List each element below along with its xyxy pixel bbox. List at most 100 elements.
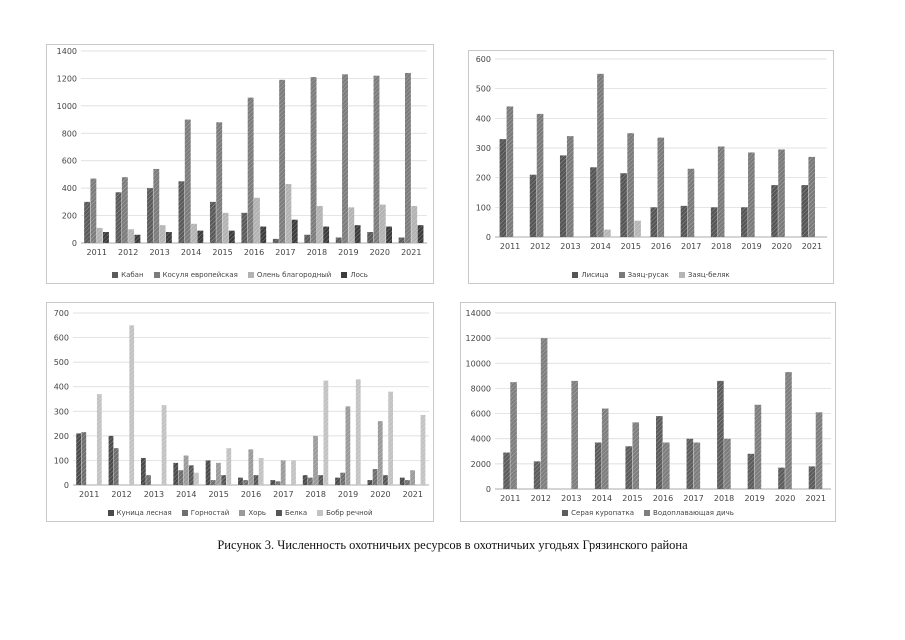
chart-birds: 0 2000 4000 6000 8000 10000 12000 14000 2011 2012…: [466, 309, 831, 503]
x-tick-label: 2017: [681, 242, 701, 251]
bar: [417, 225, 424, 243]
y-tick-label: 8000: [471, 384, 491, 393]
legend-label: Лисица: [581, 271, 609, 279]
bar: [372, 469, 378, 485]
bar: [302, 475, 308, 485]
bar: [808, 156, 816, 237]
x-tick-label: 2016: [651, 242, 671, 251]
bar: [571, 380, 578, 489]
bar: [146, 475, 151, 485]
bar: [323, 380, 329, 485]
x-tick-label: 2016: [244, 248, 264, 257]
bar: [754, 404, 762, 489]
bar: [323, 226, 330, 243]
bar: [741, 207, 748, 237]
bar: [197, 230, 204, 243]
legend-item: Куница лесная: [107, 509, 172, 517]
x-tick-label: 2014: [181, 248, 201, 257]
x-tick-label: 2011: [500, 494, 520, 503]
bar: [194, 472, 199, 485]
bar: [178, 470, 184, 485]
bar: [238, 477, 243, 485]
x-tick-label: 2015: [622, 494, 642, 503]
figure-caption: Рисунок 3. Численность охотничьих ресурс…: [217, 538, 688, 552]
legend-swatch: [247, 272, 254, 278]
bar: [420, 414, 426, 485]
legend-label: Олень благородный: [256, 271, 332, 279]
x-tick-label: 2021: [403, 490, 423, 499]
chart-panel-hares-fox: 0 100 200 300 400 500 600 2011 2012 2013 2014 2015 2…: [468, 50, 834, 284]
y-tick-label: 0: [486, 233, 491, 242]
legend-label: Водоплавающая дичь: [653, 509, 734, 517]
legend-birds: Серая куропатка Водоплавающая дичь: [461, 509, 835, 517]
bar: [254, 197, 260, 243]
bar: [253, 475, 259, 485]
bar: [377, 421, 383, 485]
bar: [260, 226, 267, 243]
bar: [291, 460, 296, 485]
bar: [620, 173, 627, 237]
bar: [625, 446, 633, 489]
x-tick-label: 2020: [370, 490, 390, 499]
x-tick-label: 2018: [306, 490, 326, 499]
legend-label: Заяц-беляк: [687, 271, 730, 279]
legend-label: Хорь: [248, 509, 267, 517]
legend-swatch: [153, 272, 160, 278]
y-tick-label: 14000: [466, 309, 491, 318]
bar: [188, 465, 194, 485]
bar: [398, 237, 405, 243]
bar: [405, 480, 410, 485]
bar: [90, 178, 97, 243]
bar: [348, 207, 355, 243]
legend-item: Водоплавающая дичь: [644, 509, 734, 517]
legend-item: Кабан: [112, 271, 144, 279]
bar: [258, 457, 264, 485]
bar: [687, 168, 695, 237]
legend-swatch: [181, 510, 188, 516]
bar: [313, 435, 318, 485]
legend-item: Бобр речной: [317, 509, 373, 517]
legend-ungulates: Кабан Косуля европейская Олень благородный…: [47, 271, 433, 279]
bar: [604, 229, 611, 237]
x-tick-label: 2018: [307, 248, 327, 257]
bar: [241, 212, 248, 243]
bar: [103, 232, 109, 243]
bar: [510, 382, 517, 489]
bar: [785, 372, 792, 489]
bar: [304, 234, 311, 243]
bar: [153, 168, 160, 243]
bar: [686, 438, 694, 489]
bar: [216, 122, 223, 243]
y-tick-label: 1000: [57, 102, 77, 111]
bar: [627, 133, 634, 237]
bar: [499, 139, 507, 237]
y-tick-label: 400: [476, 114, 491, 123]
legend-swatch: [678, 272, 685, 278]
bar: [533, 461, 541, 489]
bar: [115, 192, 122, 243]
bar: [173, 462, 179, 485]
bar: [771, 185, 778, 237]
y-tick-label: 10000: [466, 359, 491, 368]
legend-label: Горностай: [190, 509, 230, 517]
bar: [367, 480, 373, 485]
y-tick-label: 500: [476, 85, 491, 94]
bar: [226, 448, 232, 485]
y-tick-label: 100: [54, 456, 69, 465]
x-tick-label: 2017: [273, 490, 293, 499]
bar: [367, 232, 374, 243]
bar: [96, 227, 103, 243]
bar: [656, 416, 663, 489]
y-tick-label: 200: [54, 432, 69, 441]
legend-swatch: [107, 510, 114, 516]
bar: [632, 422, 640, 489]
x-tick-label: 2019: [338, 248, 358, 257]
x-tick-label: 2018: [711, 242, 731, 251]
y-tick-label: 300: [54, 407, 69, 416]
bar: [128, 229, 135, 243]
legend-swatch: [341, 272, 348, 278]
bar: [291, 219, 298, 243]
y-tick-label: 300: [476, 144, 491, 153]
bar: [590, 167, 597, 237]
bar: [340, 472, 346, 485]
